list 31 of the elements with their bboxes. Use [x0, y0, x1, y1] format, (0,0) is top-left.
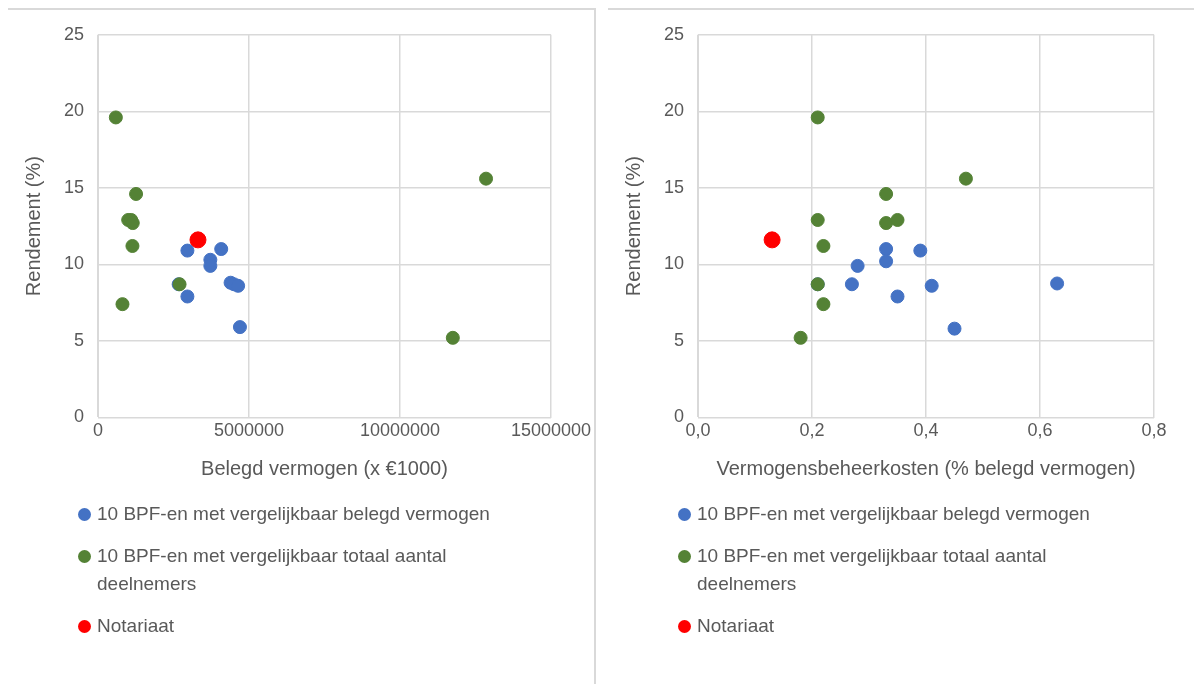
y-tick-label: 15 — [63, 176, 85, 197]
x-tick-label: 0,2 — [799, 420, 825, 441]
x-tick-label: 0,8 — [1141, 420, 1167, 441]
legend-label: Notariaat — [97, 614, 175, 638]
legend-label: 10 BPF-en met vergelijkbaar belegd vermogen — [697, 502, 1090, 526]
y-tick-label: 5 — [74, 329, 85, 350]
x-tick-label: 0,4 — [913, 420, 939, 441]
x-tick-label: 0,0 — [685, 420, 711, 441]
x-tick-label: 10000000 — [359, 420, 441, 441]
legend-label: Notariaat — [697, 614, 775, 638]
legend-label: 10 BPF-en met vergelijkbaar totaal aantal deelnemers — [697, 544, 1048, 596]
y-axis-title: Rendement (%) — [21, 156, 44, 297]
legend-label: 10 BPF-en met vergelijkbaar totaal aantal deelnemers — [97, 544, 448, 596]
x-tick-label: 5000000 — [213, 420, 285, 441]
y-axis-title: Rendement (%) — [621, 156, 644, 297]
y-tick-label: 20 — [63, 100, 85, 121]
x-axis-title: Belegd vermogen (x €1000) — [201, 456, 448, 479]
x-tick-label: 15000000 — [510, 420, 591, 441]
y-tick-label: 10 — [63, 253, 85, 274]
y-tick-label: 20 — [663, 100, 685, 121]
y-tick-label: 10 — [663, 253, 685, 274]
y-tick-label: 5 — [674, 329, 685, 350]
x-axis-title: Vermogensbeheerkosten (% belegd vermogen) — [716, 456, 1136, 479]
y-tick-label: 15 — [663, 176, 685, 197]
x-tick-label: 0,6 — [1027, 420, 1053, 441]
y-tick-label: 25 — [63, 23, 85, 44]
y-tick-label: 0 — [674, 406, 685, 427]
x-tick-label: 0 — [93, 420, 104, 441]
y-tick-label: 0 — [74, 406, 85, 427]
legend-label: 10 BPF-en met vergelijkbaar belegd vermogen — [97, 502, 490, 526]
y-tick-label: 25 — [663, 23, 685, 44]
